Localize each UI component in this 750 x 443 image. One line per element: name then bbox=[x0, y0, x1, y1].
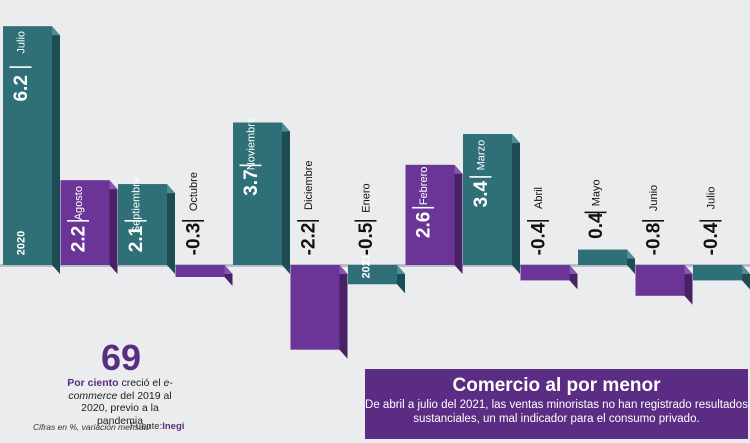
label-separator-12 bbox=[699, 220, 722, 222]
value-label-10: 0.4 bbox=[586, 212, 607, 239]
chart-title: Comercio al por menor bbox=[452, 375, 661, 396]
label-separator-8 bbox=[469, 176, 492, 178]
value-label-6: -0.5 bbox=[356, 222, 377, 255]
value-label-2: 2.1 bbox=[126, 225, 147, 252]
bar-9 bbox=[520, 265, 570, 281]
bar-side-11 bbox=[684, 265, 693, 305]
bar-side-2 bbox=[167, 184, 175, 274]
category-label-4: Noviembre bbox=[246, 117, 258, 170]
bar-side-8 bbox=[512, 134, 520, 274]
value-label-5: -2.2 bbox=[299, 223, 320, 256]
label-separator-1 bbox=[67, 220, 89, 222]
category-label-3: Octubre bbox=[188, 172, 200, 211]
bar-5 bbox=[290, 265, 340, 350]
source-name: Inegi bbox=[162, 421, 185, 432]
category-label-1: Agosto bbox=[73, 186, 85, 220]
label-separator-7 bbox=[412, 206, 434, 209]
label-separator-6 bbox=[354, 220, 377, 222]
category-label-11: Junio bbox=[648, 185, 660, 211]
bar-8 bbox=[463, 134, 512, 265]
category-label-9: Abril bbox=[533, 187, 545, 209]
category-label-0: Julio bbox=[16, 31, 28, 54]
value-label-11: -0.8 bbox=[644, 223, 665, 256]
bar-side-4 bbox=[282, 122, 290, 274]
bar-12 bbox=[693, 265, 742, 281]
bar-1 bbox=[60, 180, 110, 265]
bar-7 bbox=[405, 164, 455, 265]
category-label-2: Septiembre bbox=[131, 177, 143, 233]
value-label-1: 2.2 bbox=[69, 226, 90, 252]
value-label-7: 2.6 bbox=[414, 212, 435, 238]
stat-italic-text: e-commerce bbox=[68, 377, 173, 402]
label-separator-4 bbox=[239, 164, 262, 167]
bar-3 bbox=[175, 265, 225, 277]
value-label-9: -0.4 bbox=[529, 222, 550, 255]
bar-11 bbox=[635, 265, 685, 296]
stat-description: Por ciento creció el e-commerce del 2019… bbox=[62, 377, 178, 427]
chart-subtitle: De abril a julio del 2021, las ventas mi… bbox=[365, 399, 748, 425]
label-separator-3 bbox=[182, 220, 204, 222]
stat-text-1: creció el bbox=[118, 377, 164, 389]
bar-side-1 bbox=[109, 180, 118, 274]
bar-side-5 bbox=[339, 265, 348, 359]
bar-side-0 bbox=[52, 26, 60, 274]
label-separator-10 bbox=[584, 211, 607, 214]
bar-10 bbox=[578, 249, 627, 265]
units-note: Cifras en %, variación mensual bbox=[33, 422, 151, 432]
value-label-0: 6.2 bbox=[11, 75, 32, 101]
label-separator-9 bbox=[527, 220, 549, 222]
year-label-0: 2020 bbox=[16, 231, 28, 255]
title-box: Comercio al por menor De abril a julio d… bbox=[365, 369, 748, 439]
bar-4 bbox=[233, 122, 282, 265]
stat-number: 69 bbox=[100, 337, 142, 378]
category-label-10: Mayo bbox=[591, 179, 603, 206]
value-label-4: 3.7 bbox=[241, 169, 262, 195]
stat-bold-text: Por ciento bbox=[67, 377, 119, 389]
bar-side-7 bbox=[454, 164, 463, 274]
year-label-6: 2021 bbox=[361, 254, 373, 278]
category-label-8: Marzo bbox=[476, 140, 488, 171]
bar-2 bbox=[118, 184, 167, 265]
label-separator-5 bbox=[297, 220, 319, 222]
label-separator-0 bbox=[9, 66, 32, 68]
label-separator-11 bbox=[642, 220, 664, 222]
value-label-8: 3.4 bbox=[471, 180, 492, 207]
value-label-3: -0.3 bbox=[184, 223, 205, 256]
category-label-5: Diciembre bbox=[303, 160, 315, 210]
label-separator-2 bbox=[124, 220, 147, 222]
source: Fuente:Inegi bbox=[130, 421, 184, 432]
bar-0 bbox=[3, 26, 52, 265]
category-label-6: Enero bbox=[361, 183, 373, 212]
value-label-12: -0.4 bbox=[701, 222, 722, 255]
stat-text-2: del 2019 al 2020, previo a la pandemia bbox=[81, 389, 172, 427]
bar-6 bbox=[348, 265, 397, 285]
category-label-12: Julio bbox=[706, 187, 718, 210]
category-label-7: Febrero bbox=[418, 167, 430, 206]
source-label: Fuente: bbox=[130, 421, 163, 432]
